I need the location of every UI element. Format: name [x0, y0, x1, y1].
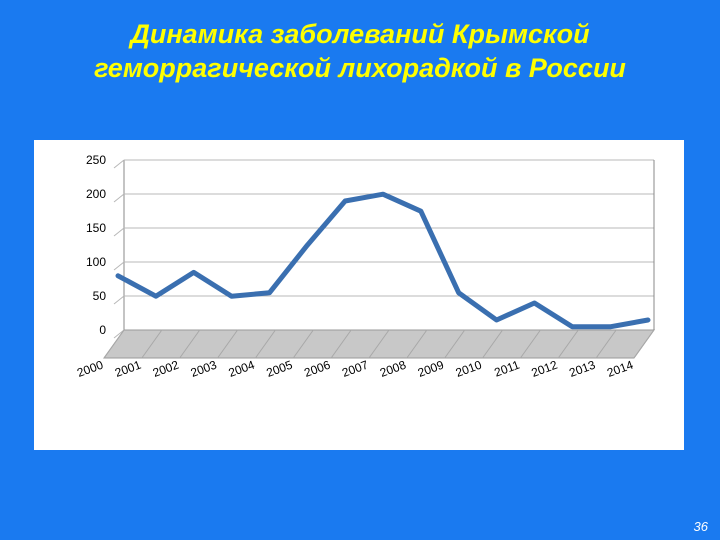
x-tick-label: 2006	[302, 358, 332, 380]
x-tick-label: 2004	[227, 358, 257, 380]
x-tick-label: 2010	[454, 358, 484, 380]
x-tick-label: 2001	[113, 358, 143, 380]
y-tick-label: 100	[86, 255, 106, 269]
x-tick-label: 2005	[264, 358, 294, 380]
page-number: 36	[694, 519, 708, 534]
y-tick-label: 150	[86, 221, 106, 235]
data-line	[118, 194, 648, 327]
x-tick-label: 2014	[605, 358, 635, 380]
x-tick-label: 2000	[75, 358, 105, 380]
x-tick-label: 2011	[492, 358, 521, 380]
x-tick-label: 2008	[378, 358, 408, 380]
line-chart: 0 50 100 150 200 250 2000 2001 2002 2003 2004 2005 2…	[34, 140, 684, 450]
y-tick-label: 200	[86, 187, 106, 201]
x-tick-label: 2002	[151, 358, 181, 380]
y-tick-label: 0	[99, 323, 106, 337]
x-tick-label: 2013	[567, 358, 597, 380]
x-tick-label: 2007	[340, 358, 370, 380]
x-tick-label: 2009	[416, 358, 446, 380]
x-tick-label: 2012	[529, 358, 559, 380]
x-tick-label: 2003	[189, 358, 219, 380]
y-tick-label: 50	[93, 289, 107, 303]
slide: Динамика заболеваний Крымской геморрагич…	[0, 0, 720, 540]
chart-panel: 0 50 100 150 200 250 2000 2001 2002 2003 2004 2005 2…	[34, 140, 684, 450]
chart-title: Динамика заболеваний Крымской геморрагич…	[0, 18, 720, 86]
y-tick-label: 250	[86, 153, 106, 167]
